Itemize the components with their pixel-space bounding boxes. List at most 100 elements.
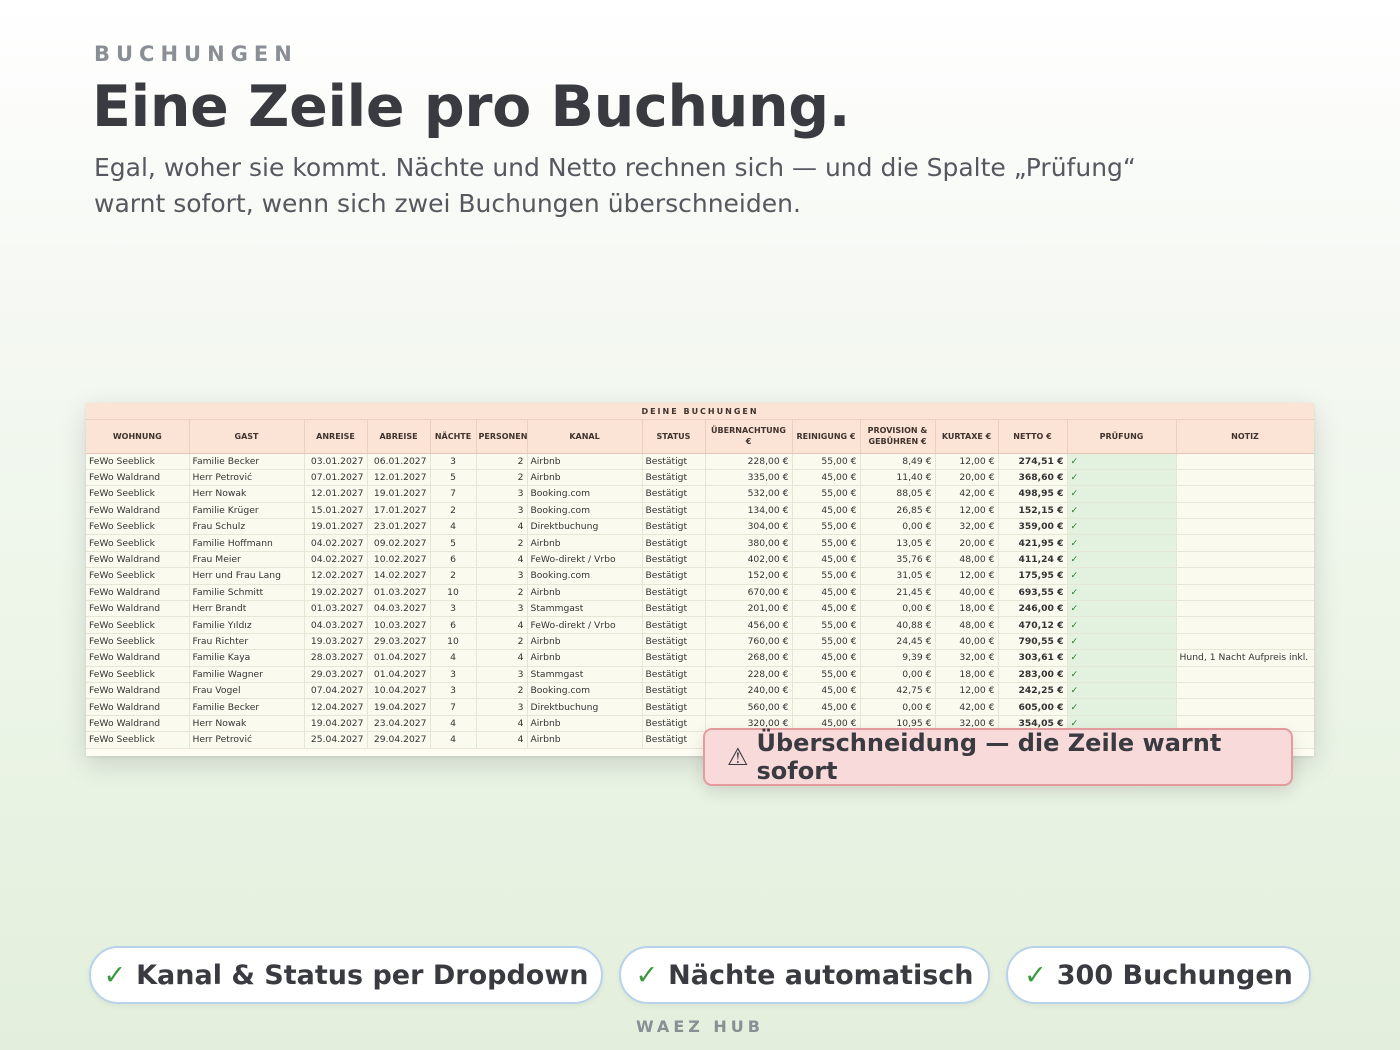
table-cell[interactable]: Bestätigt [642, 633, 706, 651]
table-cell[interactable]: ✓ [1067, 715, 1177, 733]
table-cell[interactable]: Familie Yıldız [189, 616, 305, 634]
table-cell[interactable] [1176, 715, 1314, 733]
table-cell[interactable]: 45,00 € [792, 649, 861, 667]
table-cell[interactable]: Herr und Frau Lang [189, 567, 305, 585]
table-cell[interactable] [1176, 453, 1314, 470]
table-cell[interactable]: 07.01.2027 [304, 469, 368, 487]
table-cell[interactable]: ✓ [1067, 485, 1177, 503]
table-cell[interactable]: ✓ [1067, 698, 1177, 716]
table-cell[interactable]: Frau Vogel [189, 682, 305, 700]
table-cell[interactable]: Airbnb [527, 469, 643, 487]
table-cell[interactable]: 4 [476, 518, 528, 536]
table-cell[interactable]: 04.02.2027 [304, 551, 368, 569]
table-cell[interactable]: Familie Becker [189, 698, 305, 716]
table-cell[interactable]: Familie Wagner [189, 666, 305, 683]
table-cell[interactable]: ✓ [1067, 633, 1177, 651]
table-cell[interactable]: ✓ [1067, 551, 1177, 569]
table-cell[interactable]: 45,00 € [792, 584, 861, 602]
table-cell[interactable]: 29.03.2027 [304, 666, 368, 683]
table-cell[interactable]: 04.03.2027 [304, 616, 368, 634]
table-cell[interactable]: Herr Brandt [189, 600, 305, 618]
table-cell[interactable]: 01.03.2027 [367, 584, 431, 602]
table-cell[interactable]: 175,95 € [998, 567, 1068, 585]
table-cell[interactable] [1176, 567, 1314, 585]
table-cell[interactable]: 29.03.2027 [367, 633, 431, 651]
table-cell[interactable] [1176, 698, 1314, 716]
table-cell[interactable]: FeWo Seeblick [86, 633, 190, 651]
table-cell[interactable]: 4 [430, 715, 477, 733]
table-cell[interactable]: 152,15 € [998, 502, 1068, 520]
table-cell[interactable]: 274,51 € [998, 453, 1068, 470]
table-cell[interactable]: 3 [430, 453, 477, 470]
table-cell[interactable]: 45,00 € [792, 469, 861, 487]
table-cell[interactable]: 380,00 € [705, 534, 793, 552]
table-cell[interactable]: 14.02.2027 [367, 567, 431, 585]
table-cell[interactable]: 10 [430, 584, 477, 602]
table-cell[interactable]: 48,00 € [935, 616, 999, 634]
table-cell[interactable]: Herr Petrović [189, 469, 305, 487]
table-cell[interactable] [1176, 502, 1314, 520]
table-cell[interactable]: 0,00 € [860, 666, 936, 683]
table-cell[interactable]: 9,39 € [860, 649, 936, 667]
table-cell[interactable]: 3 [476, 600, 528, 618]
table-cell[interactable]: 201,00 € [705, 600, 793, 618]
table-cell[interactable]: 5 [430, 469, 477, 487]
table-cell[interactable]: 4 [430, 731, 477, 749]
table-cell[interactable]: 790,55 € [998, 633, 1068, 651]
table-cell[interactable]: Bestätigt [642, 502, 706, 520]
table-cell[interactable]: 421,95 € [998, 534, 1068, 552]
table-cell[interactable]: Stammgast [527, 666, 643, 683]
table-cell[interactable]: 32,00 € [935, 715, 999, 733]
table-cell[interactable]: 3 [476, 698, 528, 716]
table-cell[interactable]: Bestätigt [642, 469, 706, 487]
table-cell[interactable]: 4 [476, 731, 528, 749]
table-cell[interactable]: FeWo Seeblick [86, 534, 190, 552]
table-cell[interactable]: 55,00 € [792, 633, 861, 651]
table-cell[interactable]: 240,00 € [705, 682, 793, 700]
table-cell[interactable]: 3 [476, 502, 528, 520]
table-cell[interactable]: 359,00 € [998, 518, 1068, 536]
table-cell[interactable]: 242,25 € [998, 682, 1068, 700]
table-cell[interactable]: 23.01.2027 [367, 518, 431, 536]
table-cell[interactable]: FeWo-direkt / Vrbo [527, 616, 643, 634]
table-cell[interactable]: 4 [430, 649, 477, 667]
table-cell[interactable]: 268,00 € [705, 649, 793, 667]
table-cell[interactable]: Booking.com [527, 682, 643, 700]
table-cell[interactable]: 4 [476, 649, 528, 667]
table-cell[interactable]: Airbnb [527, 715, 643, 733]
table-cell[interactable]: 25.04.2027 [304, 731, 368, 749]
table-cell[interactable]: 0,00 € [860, 698, 936, 716]
table-cell[interactable] [1176, 469, 1314, 487]
table-cell[interactable]: Bestätigt [642, 666, 706, 683]
table-cell[interactable]: Bestätigt [642, 485, 706, 503]
table-cell[interactable]: Booking.com [527, 502, 643, 520]
table-cell[interactable]: 19.04.2027 [367, 698, 431, 716]
table-cell[interactable]: 55,00 € [792, 518, 861, 536]
table-cell[interactable]: 35,76 € [860, 551, 936, 569]
table-cell[interactable]: Booking.com [527, 485, 643, 503]
table-cell[interactable]: Bestätigt [642, 616, 706, 634]
table-cell[interactable]: 3 [430, 682, 477, 700]
table-cell[interactable]: 19.02.2027 [304, 584, 368, 602]
table-cell[interactable]: 368,60 € [998, 469, 1068, 487]
table-cell[interactable] [1176, 633, 1314, 651]
table-cell[interactable]: FeWo Waldrand [86, 600, 190, 618]
table-cell[interactable]: ✓ [1067, 469, 1177, 487]
table-cell[interactable] [1176, 551, 1314, 569]
table-cell[interactable]: 12.01.2027 [304, 485, 368, 503]
table-cell[interactable]: FeWo Waldrand [86, 698, 190, 716]
table-cell[interactable]: 4 [476, 616, 528, 634]
table-cell[interactable]: 55,00 € [792, 616, 861, 634]
table-cell[interactable]: 42,00 € [935, 485, 999, 503]
table-cell[interactable]: FeWo Waldrand [86, 715, 190, 733]
table-cell[interactable]: 4 [430, 518, 477, 536]
table-cell[interactable]: 32,00 € [935, 518, 999, 536]
table-cell[interactable]: 11,40 € [860, 469, 936, 487]
table-cell[interactable]: 09.02.2027 [367, 534, 431, 552]
table-cell[interactable]: Familie Becker [189, 453, 305, 470]
table-cell[interactable]: 12,00 € [935, 502, 999, 520]
table-cell[interactable]: 32,00 € [935, 649, 999, 667]
table-cell[interactable]: 335,00 € [705, 469, 793, 487]
table-cell[interactable]: 45,00 € [792, 502, 861, 520]
table-cell[interactable]: 283,00 € [998, 666, 1068, 683]
